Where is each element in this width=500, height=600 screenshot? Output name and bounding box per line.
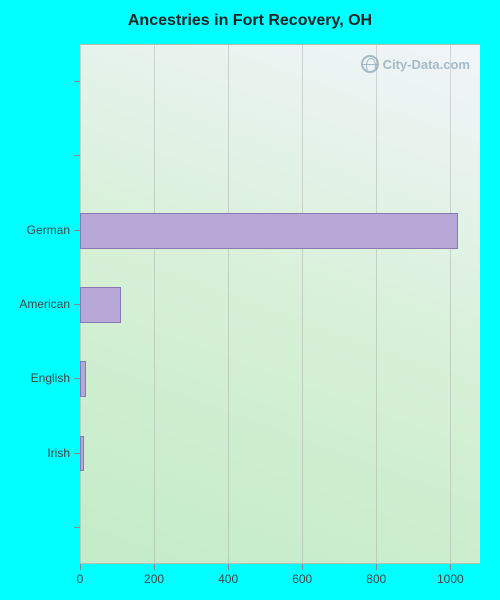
grid-line [376, 45, 377, 563]
y-category-label: German [0, 223, 70, 237]
y-tick [74, 304, 80, 305]
bar [80, 361, 86, 397]
y-category-label: Irish [0, 446, 70, 460]
plot-area: City-Data.com [80, 44, 480, 564]
chart-title: Ancestries in Fort Recovery, OH [0, 12, 500, 30]
grid-line [154, 45, 155, 563]
x-tick [302, 564, 303, 570]
x-tick-label: 0 [77, 572, 84, 586]
chart-container: Ancestries in Fort Recovery, OH City-Dat… [0, 0, 500, 600]
bar [80, 436, 84, 472]
x-tick-label: 600 [292, 572, 312, 586]
bar [80, 287, 121, 323]
x-tick [80, 564, 81, 570]
x-tick-label: 1000 [437, 572, 464, 586]
watermark-text: City-Data.com [383, 57, 470, 72]
grid-line [228, 45, 229, 563]
y-tick [74, 155, 80, 156]
y-tick [74, 453, 80, 454]
grid-line [302, 45, 303, 563]
x-tick-label: 800 [366, 572, 386, 586]
y-tick [74, 81, 80, 82]
x-tick [450, 564, 451, 570]
x-tick [154, 564, 155, 570]
y-category-label: English [0, 371, 70, 385]
grid-line [450, 45, 451, 563]
x-tick-label: 400 [218, 572, 238, 586]
bar [80, 213, 458, 249]
y-tick [74, 230, 80, 231]
x-tick-label: 200 [144, 572, 164, 586]
y-tick [74, 527, 80, 528]
x-tick [228, 564, 229, 570]
y-category-label: American [0, 297, 70, 311]
x-tick [376, 564, 377, 570]
y-tick [74, 378, 80, 379]
